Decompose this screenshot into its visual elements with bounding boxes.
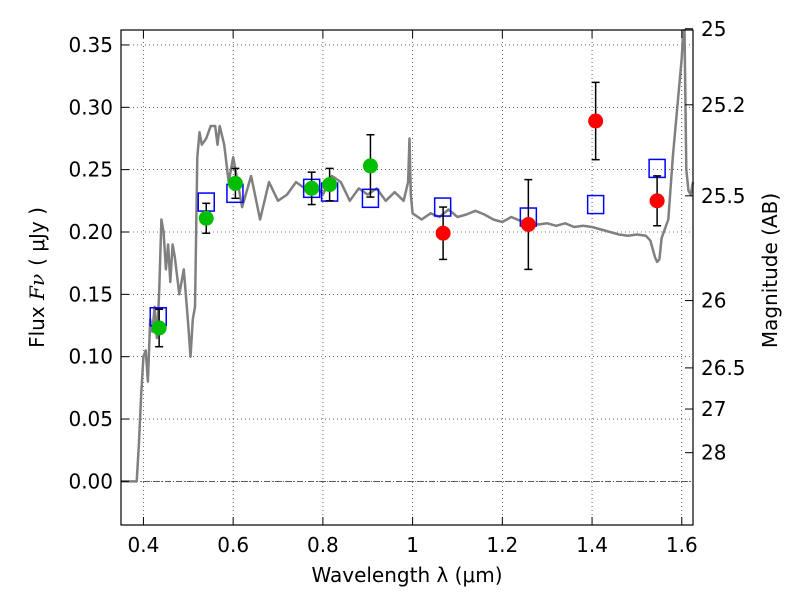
y-tick-label: 0.00 [68,469,113,493]
y-tick-label: 0.35 [68,33,113,57]
red-point [588,113,604,129]
green-point [151,320,167,336]
magnitude-tick-label: 28 [701,441,726,465]
y-tick-label: 0.30 [68,95,113,119]
y-axis-label-text: Flux [25,300,49,348]
y-axis-label-left: Flux Fν ( μJy ) [25,207,49,348]
y-tick-label: 0.05 [68,407,113,431]
green-point [362,158,378,174]
y-axis-label-symbol: Fν [25,274,49,301]
y-tick-label: 0.20 [68,220,113,244]
x-tick-label: 1 [406,533,419,557]
y-tick-label: 0.10 [68,345,113,369]
plot-frame [120,29,694,526]
model-square [648,158,666,179]
sed-line [121,28,695,483]
x-tick-label: 1.4 [576,533,608,557]
red-point [435,225,451,241]
red-point [649,193,665,209]
x-axis-label: Wavelength λ (μm) [311,563,502,587]
green-point [322,177,338,193]
y-tick-label: 0.25 [68,158,113,182]
model-square [586,194,605,215]
x-tick-label: 0.4 [128,533,160,557]
y-axis-label-units: ( μJy ) [25,207,49,266]
magnitude-tick-label: 25.2 [701,93,746,117]
grid-lines [121,30,693,525]
y-tick-label: 0.15 [68,282,113,306]
magnitude-tick-label: 26 [701,289,726,313]
x-tick-label: 0.8 [307,533,339,557]
green-point [227,175,243,191]
magnitude-tick-label: 27 [701,397,726,421]
red-point [520,217,536,233]
axis-ticks: 0.4 0.6 0.8 1 1.2 1.4 1.6 0.00 0.05 0.10 0.15 0.20 0… [68,17,745,557]
magnitude-tick-label: 25 [701,17,726,41]
x-tick-label: 0.6 [217,533,249,557]
plot-series [121,28,695,483]
green-point [304,180,320,196]
green-point [198,210,214,226]
magnitude-tick-label: 26.5 [701,356,746,380]
magnitude-tick-label: 25.5 [701,184,746,208]
x-tick-label: 1.2 [486,533,518,557]
x-tick-label: 1.6 [666,533,698,557]
y-axis-label-right: Magnitude (AB) [758,193,782,348]
